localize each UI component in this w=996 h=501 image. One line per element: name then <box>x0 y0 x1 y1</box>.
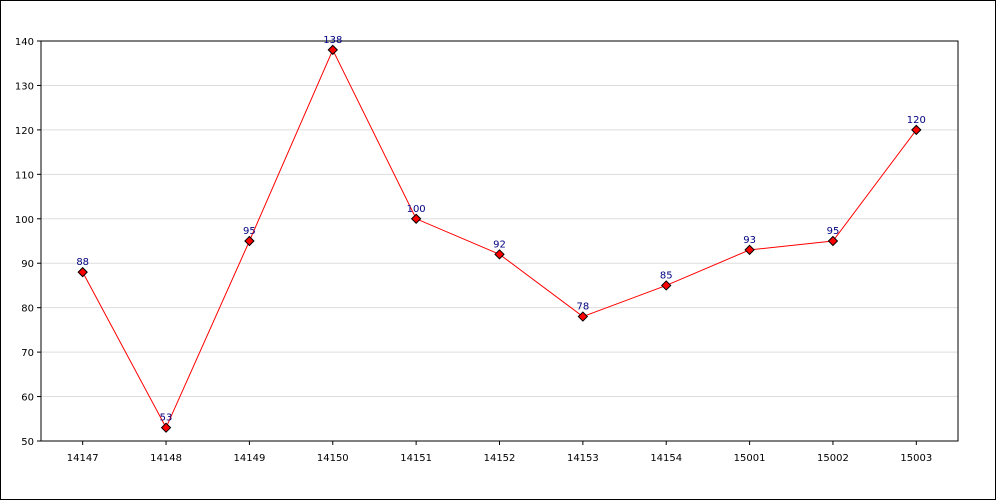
data-label: 95 <box>827 226 840 237</box>
data-point-marker <box>160 422 172 433</box>
x-tick-label: 15001 <box>734 453 766 464</box>
data-point-marker <box>410 213 422 224</box>
axes <box>37 40 959 445</box>
y-tick-label: 110 <box>15 170 34 181</box>
x-tick-label: 14147 <box>67 453 99 464</box>
data-label: 85 <box>660 270 673 281</box>
data-point-marker <box>494 249 505 260</box>
x-tick-label: 14149 <box>234 453 266 464</box>
x-tick-label: 14148 <box>150 453 182 464</box>
data-label: 53 <box>160 413 173 424</box>
data-point-marker <box>661 280 672 291</box>
x-tick-labels: 14147 14148 14149 14150 14151 14152 14153 14154… <box>67 453 932 464</box>
data-point-marker <box>827 235 839 247</box>
data-label: 78 <box>576 302 589 313</box>
y-tick-label: 60 <box>21 393 34 404</box>
y-tick-label: 70 <box>21 348 34 359</box>
data-point-marker <box>327 44 338 56</box>
data-label: 88 <box>76 257 89 268</box>
x-tick-label: 14150 <box>317 453 349 464</box>
y-tick-label: 130 <box>15 81 34 92</box>
data-point-marker <box>577 311 589 322</box>
x-tick-label: 15002 <box>817 453 849 464</box>
data-label: 93 <box>743 235 756 246</box>
y-tick-label: 140 <box>15 37 34 48</box>
data-point-marker <box>911 124 922 136</box>
y-tick-labels: 50 60 70 80 90 100 110 120 130 140 <box>15 37 34 448</box>
y-tick-label: 120 <box>15 126 34 137</box>
x-tick-label: 14152 <box>484 453 516 464</box>
data-label: 100 <box>407 204 426 215</box>
y-tick-label: 50 <box>21 437 34 448</box>
data-label: 95 <box>243 226 256 237</box>
x-tick-label: 14153 <box>567 453 599 464</box>
data-point-marker <box>77 266 88 278</box>
data-label: 120 <box>907 115 926 126</box>
series-markers <box>77 44 922 433</box>
y-tick-label: 100 <box>15 215 34 226</box>
x-tick-label: 15003 <box>900 453 932 464</box>
grid-lines <box>41 84 958 398</box>
data-point-marker <box>244 235 255 247</box>
data-label: 138 <box>323 35 342 46</box>
y-tick-label: 80 <box>21 304 34 315</box>
y-tick-label: 90 <box>21 259 34 270</box>
data-labels: 88 53 95 138 100 92 78 85 93 95 120 <box>76 35 926 424</box>
data-label: 92 <box>493 239 506 250</box>
x-tick-label: 14151 <box>400 453 432 464</box>
x-tick-label: 14154 <box>650 453 682 464</box>
data-point-marker <box>744 244 755 256</box>
